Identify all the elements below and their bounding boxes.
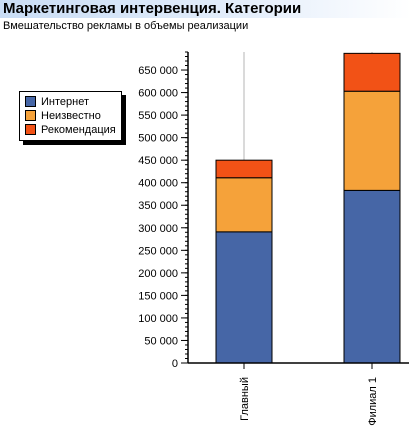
chart-title: Маркетинговая интервенция. Категории (3, 0, 302, 17)
y-tick-label: 100 000 (138, 313, 178, 325)
y-tick-label: 200 000 (138, 268, 178, 280)
y-tick-label: 500 000 (138, 133, 178, 145)
y-tick-label: 550 000 (138, 110, 178, 122)
legend-swatch-internet (25, 96, 36, 107)
y-tick-label: 600 000 (138, 88, 178, 100)
legend-label-internet: Интернет (41, 95, 89, 108)
title-bar (0, 0, 411, 18)
y-tick-label: 0 (172, 358, 178, 370)
y-tick-label: 400 000 (138, 178, 178, 190)
y-tick-label: 250 000 (138, 245, 178, 257)
bar-segment (215, 231, 273, 364)
bar-segment (343, 52, 401, 92)
legend-swatch-unknown (25, 110, 36, 121)
y-tick-label: 50 000 (144, 335, 178, 347)
legend: Интернет Неизвестно Рекомендация (19, 91, 122, 141)
bar-segment (215, 177, 273, 233)
y-tick-label: 450 000 (138, 155, 178, 167)
x-tick-label: Филиал 1 (367, 377, 379, 426)
chart-subtitle: Вмешательство рекламы в объемы реализаци… (3, 20, 249, 32)
bar-segment (343, 90, 401, 191)
legend-label-recommendation: Рекомендация (41, 123, 116, 136)
y-tick-label: 150 000 (138, 290, 178, 302)
bar-segment (343, 189, 401, 364)
legend-swatch-recommendation (25, 124, 36, 135)
legend-item-unknown: Неизвестно (25, 109, 101, 122)
y-tick-label: 650 000 (138, 65, 178, 77)
y-tick-label: 350 000 (138, 200, 178, 212)
x-tick-label: Главный (239, 377, 251, 421)
legend-label-unknown: Неизвестно (41, 109, 101, 122)
legend-item-recommendation: Рекомендация (25, 123, 116, 136)
bar-segment (215, 159, 273, 179)
legend-item-internet: Интернет (25, 95, 89, 108)
y-tick-label: 300 000 (138, 223, 178, 235)
